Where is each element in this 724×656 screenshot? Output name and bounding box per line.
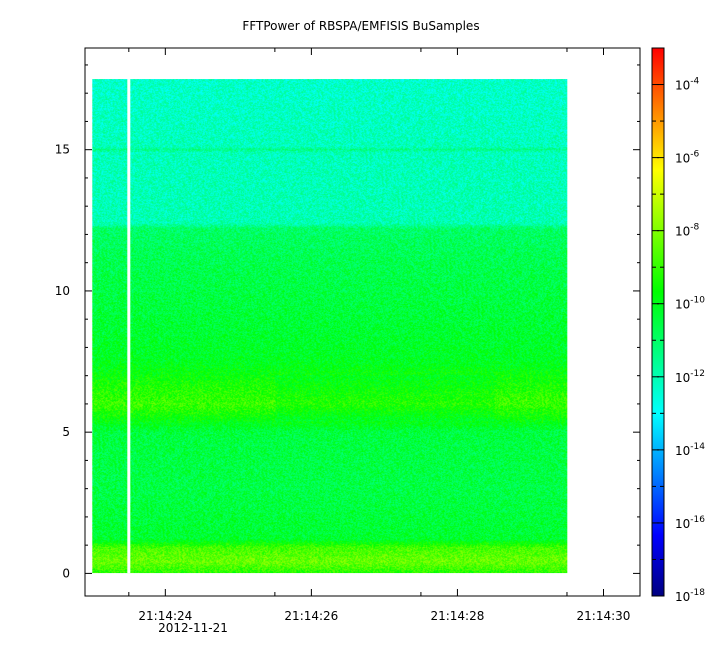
x-tick-label: 21:14:24 [138,609,192,623]
colorbar-tick-label: 10-4 [675,77,700,93]
x-axis: 21:14:24 21:14:26 21:14:28 21:14:30 [128,48,631,623]
colorbar-tick-label: 10-14 [675,442,705,458]
x-tick-label: 21:14:26 [284,609,338,623]
chart-title: FFTPower of RBSPA/EMFISIS BuSamples [242,19,479,33]
colorbar-tick-exponent: -12 [690,369,705,379]
plot-area [84,47,641,597]
plot-frame [84,47,641,597]
colorbar-tick-label: 10-10 [675,296,705,312]
y-axis: 0 5 10 15 [55,64,640,580]
colorbar-tick-label: 10-6 [675,150,700,166]
colorbar-tick-label: 10-16 [675,515,705,531]
spectrogram-heatmap [92,79,568,574]
colorbar-tick-exponent: -4 [690,77,699,87]
y-tick-label: 10 [55,284,70,298]
x-axis-date-label: 2012-11-21 [158,621,228,635]
y-tick-label: 15 [55,143,70,157]
colorbar-gradient [652,48,664,596]
colorbar-tick-label: 10-18 [675,588,705,604]
x-tick-label: 21:14:28 [430,609,484,623]
colorbar-tick-exponent: -18 [690,588,705,598]
colorbar-tick-label: 10-12 [675,369,705,385]
colorbar-tick-exponent: -14 [690,442,705,452]
y-tick-label: 5 [62,425,70,439]
colorbar: 10-18 10-16 10-14 10-12 10-10 10-8 10-6 10-4 [651,47,705,604]
y-tick-label: 0 [62,566,70,580]
colorbar-tick-label: 10-8 [675,223,700,239]
colorbar-tick-exponent: -10 [690,296,705,306]
data-gap-stripe [127,79,131,574]
colorbar-tick-exponent: -8 [690,223,699,233]
colorbar-tick-exponent: -16 [690,515,705,525]
colorbar-tick-exponent: -6 [690,150,699,160]
x-tick-label: 21:14:30 [577,609,631,623]
